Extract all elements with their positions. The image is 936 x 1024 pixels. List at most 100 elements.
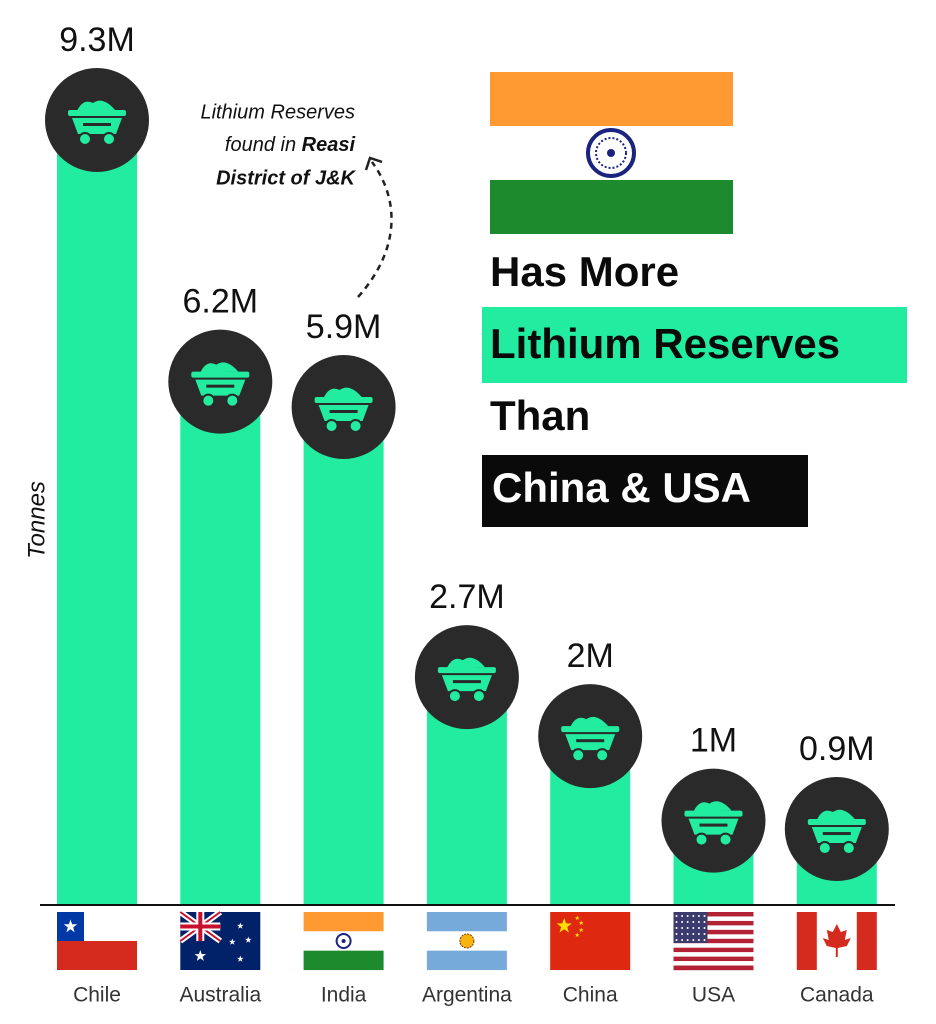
annotation: Lithium Reserves found in Reasi District… — [200, 101, 356, 189]
cart-slot — [576, 739, 605, 743]
x-tick-label: India — [321, 984, 367, 1007]
flag — [550, 912, 631, 970]
flag — [673, 934, 754, 939]
cart-load — [200, 362, 239, 373]
headline-line: Lithium Reserves — [490, 320, 840, 367]
chakra — [586, 128, 636, 178]
bar — [57, 120, 137, 905]
headline-line: Has More — [490, 248, 679, 295]
bar — [180, 381, 261, 906]
flag — [697, 927, 700, 929]
cart-rim — [437, 667, 496, 674]
value-label: 6.2M — [183, 283, 259, 321]
cart-rim — [68, 110, 126, 116]
flag — [686, 939, 689, 941]
flag — [673, 912, 754, 917]
value-label: 2.7M — [429, 578, 505, 616]
cart-slot — [699, 823, 728, 827]
cart-icon — [807, 809, 866, 856]
country-flag — [550, 912, 631, 970]
cart-icon — [561, 716, 620, 763]
flag — [673, 938, 754, 944]
flag — [578, 927, 584, 932]
country-flag — [303, 912, 384, 971]
flag — [822, 924, 851, 957]
flag — [675, 915, 678, 917]
chakra-spokes — [595, 137, 627, 169]
flag — [856, 912, 877, 970]
flag — [673, 956, 754, 962]
flag — [697, 933, 700, 935]
value-label: 0.9M — [799, 730, 875, 768]
value-label: 2M — [567, 637, 614, 675]
flag — [63, 919, 78, 933]
cart-load — [323, 387, 362, 398]
cart-icon — [191, 362, 250, 408]
flag — [692, 915, 695, 917]
flag — [426, 912, 507, 932]
flag — [673, 961, 754, 966]
flag — [686, 921, 689, 923]
flag — [57, 941, 137, 970]
y-axis-label: Tonnes — [23, 481, 50, 559]
country-flag — [178, 909, 261, 970]
flag — [681, 933, 684, 935]
country-flag — [673, 912, 754, 971]
flag — [426, 950, 507, 971]
flag — [574, 915, 580, 920]
flag — [229, 938, 236, 945]
annotation-arrow — [357, 161, 393, 298]
cart-icon — [68, 100, 126, 146]
flag — [673, 925, 754, 931]
flag — [237, 922, 244, 929]
cart-icon — [437, 657, 496, 704]
flag-stripe — [490, 72, 733, 126]
flag — [686, 933, 689, 935]
cart-wheel — [841, 841, 856, 856]
flag — [692, 933, 695, 935]
x-tick-label: Chile — [73, 984, 121, 1007]
annotation-text: Reasi — [302, 134, 356, 156]
cart-load — [77, 100, 115, 111]
flag — [673, 952, 754, 957]
flag — [686, 927, 689, 929]
flag — [578, 920, 584, 925]
cart-rim — [684, 810, 743, 817]
flag — [675, 921, 678, 923]
flag — [673, 943, 754, 948]
cart-wheel — [102, 132, 116, 146]
cart-wheel — [201, 393, 216, 408]
arrow-head — [364, 156, 383, 171]
flag — [692, 921, 695, 923]
cart-wheel — [324, 418, 339, 433]
cart-wheel — [718, 832, 733, 847]
flag — [673, 920, 754, 926]
headline-line: Than — [490, 392, 590, 439]
flag-stripe — [490, 180, 733, 234]
country-flag — [57, 912, 137, 970]
annotation-line: Lithium Reserves — [200, 101, 355, 123]
flag — [796, 912, 817, 970]
cart-load — [693, 801, 732, 812]
cart-slot — [329, 409, 358, 413]
flag — [703, 939, 706, 941]
cart-wheel — [694, 832, 709, 847]
annotation-line: District of J&K — [216, 167, 356, 189]
cart-rim — [561, 726, 620, 733]
flag — [673, 965, 754, 971]
cart-rim — [807, 819, 866, 826]
cart-slot — [206, 384, 235, 388]
flag — [459, 933, 475, 949]
flag — [697, 939, 700, 941]
flag — [303, 912, 384, 932]
x-tick-label: Argentina — [422, 984, 512, 1007]
cart-wheel — [348, 418, 363, 433]
x-tick-label: Australia — [179, 984, 261, 1007]
cart-wheel — [571, 748, 586, 763]
x-tick-label: Canada — [800, 984, 874, 1007]
cart-wheel — [225, 393, 240, 408]
flag — [335, 933, 352, 949]
cart-wheel — [78, 132, 92, 146]
flag — [681, 927, 684, 929]
flag — [703, 915, 706, 917]
